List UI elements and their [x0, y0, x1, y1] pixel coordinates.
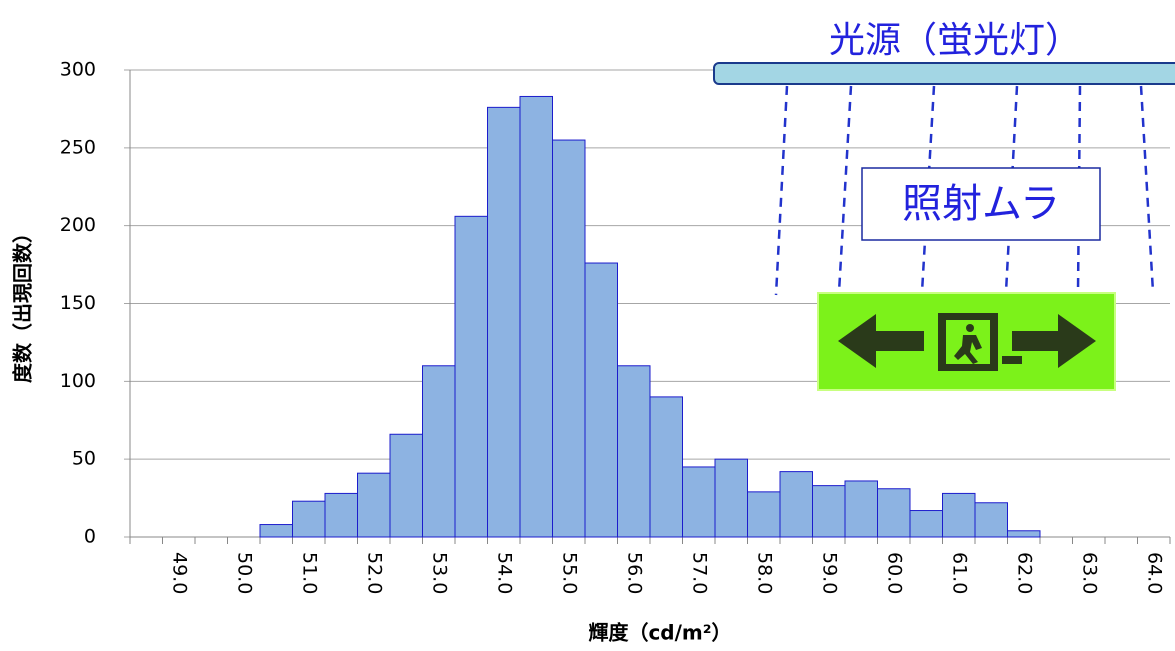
- bar: [553, 140, 586, 537]
- x-tick-label: 61.0: [948, 552, 970, 594]
- y-tick-label: 200: [60, 214, 96, 236]
- annotation: 光源（蛍光灯）: [829, 20, 1081, 61]
- chart: 輝度（cd/m²） 度数（出現回数） 0 50 100 150 200 250 300 49.…: [0, 0, 1175, 651]
- bar: [943, 493, 976, 537]
- bar: [715, 459, 748, 537]
- x-tick-label: 59.0: [818, 552, 840, 594]
- x-tick-label: 52.0: [363, 552, 385, 594]
- illustration: 光源（蛍光灯） 照射ムラ: [714, 20, 1175, 390]
- bar: [878, 489, 911, 537]
- x-tick-label: 60.0: [883, 552, 905, 594]
- bar: [423, 366, 456, 537]
- x-tick-label: 58.0: [753, 552, 775, 594]
- x-axis-title: 輝度（cd/m²）: [588, 621, 731, 645]
- x-tick-label: 63.0: [1078, 552, 1100, 594]
- light-source: [714, 63, 1175, 84]
- x-tick-label: 62.0: [1013, 552, 1035, 594]
- y-tick-label: 100: [60, 370, 96, 392]
- bar: [910, 511, 943, 537]
- x-tick-label: 56.0: [623, 552, 645, 594]
- x-tick-label: 57.0: [688, 552, 710, 594]
- y-tick-label: 0: [84, 526, 96, 548]
- bar: [520, 96, 553, 537]
- y-tick-label: 150: [60, 292, 96, 314]
- bar: [780, 472, 813, 537]
- bar: [618, 366, 651, 537]
- annotation: 照射ムラ: [902, 181, 1060, 227]
- bar: [650, 397, 683, 537]
- bar: [748, 492, 781, 537]
- bar: [585, 263, 618, 537]
- bar: [683, 467, 716, 537]
- bar: [488, 107, 521, 537]
- y-tick-label: 250: [60, 136, 96, 158]
- bar: [260, 525, 293, 537]
- bar: [358, 473, 391, 537]
- x-tick-label: 53.0: [428, 552, 450, 594]
- x-tick-label: 54.0: [493, 552, 515, 594]
- bar: [455, 216, 488, 537]
- y-tick-label: 300: [60, 59, 96, 81]
- bar: [1008, 531, 1041, 537]
- x-tick-label: 49.0: [168, 552, 190, 594]
- y-axis-title: 度数（出現回数）: [11, 223, 35, 383]
- x-tick-label: 50.0: [233, 552, 255, 594]
- y-tick-label: 50: [72, 448, 96, 470]
- bar: [845, 481, 878, 537]
- bar: [293, 501, 326, 537]
- x-tick-label: 64.0: [1143, 552, 1165, 594]
- x-tick-label: 51.0: [298, 552, 320, 594]
- bar: [813, 486, 846, 537]
- bar: [325, 493, 358, 537]
- bar: [390, 434, 423, 537]
- x-tick-label: 55.0: [558, 552, 580, 594]
- bar: [975, 503, 1008, 537]
